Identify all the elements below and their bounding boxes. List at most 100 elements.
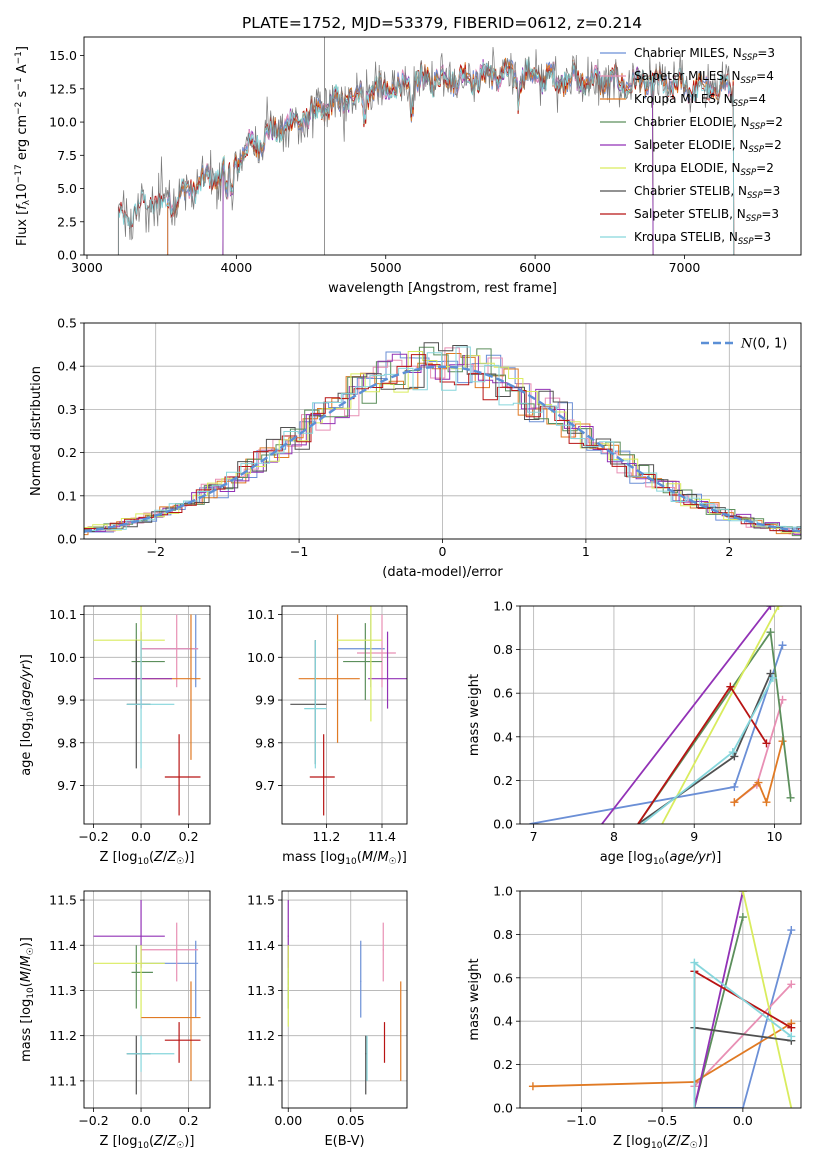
tick-label-y: 11.4 [247, 938, 275, 953]
tick-label-y: 9.7 [57, 778, 77, 793]
plot-area [290, 606, 407, 816]
plus-marker [730, 782, 739, 791]
point-chabrier-stelib [365, 1035, 367, 1095]
plus-marker [778, 641, 787, 650]
tick-label-y: 0.2 [57, 445, 77, 460]
panel-mass-vs-z: −0.2 0.0 0.2 11.1 11.2 11.3 11.4 11.5 Z [log10(Z… [19, 890, 211, 1151]
plus-marker [787, 1032, 796, 1041]
plus-marker [528, 1082, 537, 1091]
tick-label-x: 1 [582, 544, 590, 559]
axes-frame [519, 890, 802, 1109]
spectrum-legend: Chabrier MILES, NSSP=3 Salpeter MILES, NS… [600, 46, 783, 247]
point-salpeter-stelib [164, 734, 201, 816]
histogram-salpeter-stelib [84, 354, 801, 532]
point-salpeter-stelib [383, 1022, 386, 1063]
tick-label-y: 0.0 [57, 248, 77, 263]
plus-marker [787, 980, 796, 989]
normal-reference-curve [84, 365, 801, 533]
tick-label-y: 11.2 [247, 1028, 275, 1043]
axes-frame [83, 322, 802, 540]
panel-weight-vs-z: −1.0 −0.5 0.0 0.0 0.2 0.4 0.6 0.8 1.0 Z [log10(Z/… [467, 884, 802, 1151]
series-line [742, 891, 793, 1108]
axes-frame [281, 890, 408, 1109]
plus-marker [766, 606, 775, 610]
tick-label-y: 0.8 [493, 642, 513, 657]
x-axis-label: wavelength [Angstrom, rest frame] [328, 281, 557, 296]
tick-label-y: 12.5 [49, 81, 77, 96]
tick-label-x: −2 [146, 544, 164, 559]
legend-label-salpeter-stelib: Salpeter STELIB, NSSP=3 [634, 207, 779, 224]
legend-label-chabrier-elodie: Chabrier ELODIE, NSSP=2 [634, 115, 783, 132]
tick-label-x: 5000 [370, 260, 402, 275]
y-axis-label: Flux [fλ10−17 erg cm−2 s−1 A−1] [14, 46, 32, 246]
tick-label-y: 0.6 [493, 686, 513, 701]
x-axis-label: Z [log10(Z/Z☉)] [100, 850, 195, 867]
residual-legend: N(0, 1) [701, 337, 787, 352]
series-line [694, 929, 793, 1108]
plus-marker [730, 798, 739, 807]
tick-label-y: 0.2 [493, 1057, 513, 1072]
point-kroupa-miles [141, 614, 201, 760]
tick-label-x: 4000 [220, 260, 252, 275]
tick-label-x: 0.2 [179, 829, 199, 844]
x-axis-label: age [log10(age/yr)] [600, 850, 722, 867]
point-chabrier-elodie [343, 623, 382, 701]
tick-label-x: 3000 [71, 260, 103, 275]
histogram-chabrier-stelib [84, 342, 801, 532]
series-salpeter-elodie [601, 606, 775, 824]
series-line [693, 891, 744, 1108]
tick-label-y: 1.0 [493, 599, 513, 614]
y-axis-label: mass [log10(M/M☉)] [19, 937, 36, 1062]
point-kroupa-stelib [126, 640, 175, 769]
tick-label-x: 0.0 [131, 829, 151, 844]
series-chabrier-miles [694, 926, 796, 1108]
panel-mass-vs-ebv: 0.00 0.05 11.1 11.2 11.3 11.4 11.5 E(B-V) [247, 890, 408, 1149]
axes-frame [281, 605, 408, 825]
tick-label-y: 0.0 [57, 532, 77, 547]
plot-area [287, 900, 402, 1095]
plot-area [93, 606, 201, 816]
panel-weight-vs-age: 7 8 9 10 0.0 0.2 0.4 0.6 0.8 1.0 age [log10(age/yr… [467, 599, 802, 867]
tick-label-y: 11.1 [247, 1073, 275, 1088]
tick-label-y: 11.5 [247, 893, 275, 908]
tick-label-x: −0.2 [78, 829, 108, 844]
point-chabrier-miles [141, 614, 199, 688]
series-chabrier-elodie [637, 628, 795, 824]
tick-label-x: 2 [725, 544, 733, 559]
tick-label-y: 11.4 [49, 938, 77, 953]
point-chabrier-miles [360, 940, 362, 1018]
tick-label-y: 5.0 [57, 181, 77, 196]
panel-spectrum: 3000 4000 5000 6000 7000 0.0 2.5 5.0 7.5 10.0 12.5… [14, 36, 802, 296]
tick-label-y: 10.0 [49, 115, 77, 130]
tick-label-y: 11.3 [247, 983, 275, 998]
tick-label-x: −0.5 [647, 1113, 677, 1128]
tick-label-y: 0.2 [493, 773, 513, 788]
plus-marker [762, 798, 771, 807]
point-chabrier-stelib [126, 1035, 151, 1095]
point-chabrier-miles [337, 614, 385, 688]
plus-marker [787, 1023, 796, 1032]
axes-frame [519, 605, 802, 825]
plus-marker [766, 628, 775, 637]
plot-area [528, 891, 796, 1108]
plus-marker [762, 739, 771, 748]
point-salpeter-miles [141, 922, 199, 982]
tick-label-x: 0.00 [274, 1113, 302, 1128]
tick-label-x: 0.2 [179, 1113, 199, 1128]
point-kroupa-elodie [93, 606, 165, 696]
tick-label-x: 7 [530, 829, 538, 844]
tick-label-y: 9.7 [255, 778, 275, 793]
point-chabrier-miles [141, 940, 199, 1018]
point-salpeter-stelib [164, 1022, 201, 1063]
series-chabrier-elodie [693, 913, 747, 1108]
series-kroupa-miles [730, 737, 787, 807]
histogram-salpeter-elodie [84, 353, 801, 535]
tick-label-y: 9.8 [57, 735, 77, 750]
tick-label-y: 10.1 [49, 607, 77, 622]
series-line [661, 606, 780, 824]
plus-marker [754, 778, 763, 787]
plus-marker [726, 682, 735, 691]
point-salpeter-miles [357, 614, 396, 688]
x-axis-label: Z [log10(Z/Z☉)] [613, 1134, 708, 1151]
tick-label-y: 0.4 [493, 729, 513, 744]
